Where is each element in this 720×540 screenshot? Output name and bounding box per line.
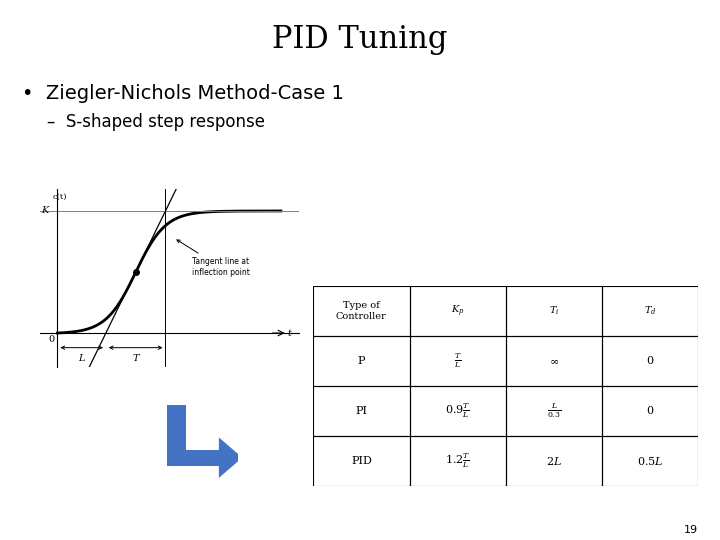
Text: PID: PID [351, 456, 372, 466]
Text: $\infty$: $\infty$ [549, 356, 559, 366]
Text: $T_i$: $T_i$ [549, 305, 559, 318]
Bar [313, 436, 410, 486]
Bar [505, 286, 602, 336]
Text: –  S-shaped step response: – S-shaped step response [47, 113, 265, 131]
Text: 0: 0 [647, 406, 654, 416]
Bar [410, 286, 505, 336]
Text: $0.5L$: $0.5L$ [637, 455, 663, 467]
Text: $1.2\frac{T}{L}$: $1.2\frac{T}{L}$ [445, 451, 470, 470]
Text: K: K [41, 206, 48, 215]
Text: 0: 0 [48, 335, 54, 345]
Bar [602, 436, 698, 486]
Text: $\frac{L}{0.3}$: $\frac{L}{0.3}$ [546, 402, 561, 421]
Bar [313, 386, 410, 436]
Text: $2L$: $2L$ [546, 455, 562, 467]
Bar [602, 286, 698, 336]
Bar [410, 386, 505, 436]
Polygon shape [167, 405, 186, 458]
Text: Tangent line at
inflection point: Tangent line at inflection point [177, 240, 249, 277]
Text: •  Ziegler-Nichols Method-Case 1: • Ziegler-Nichols Method-Case 1 [22, 84, 343, 103]
Text: c(t): c(t) [53, 193, 68, 201]
Bar [602, 336, 698, 386]
Text: Type of
Controller: Type of Controller [336, 301, 387, 321]
Text: $T_d$: $T_d$ [644, 305, 657, 318]
Text: t: t [288, 328, 292, 338]
Bar [313, 286, 410, 336]
Text: T: T [132, 354, 139, 363]
Bar [313, 336, 410, 386]
Bar [410, 336, 505, 386]
Text: P: P [358, 356, 365, 366]
Text: 0: 0 [647, 356, 654, 366]
Polygon shape [167, 449, 219, 465]
Text: PI: PI [356, 406, 367, 416]
Bar [505, 436, 602, 486]
Polygon shape [219, 437, 243, 478]
Text: 19: 19 [684, 524, 698, 535]
Text: $0.9\frac{T}{L}$: $0.9\frac{T}{L}$ [445, 402, 470, 421]
Text: PID Tuning: PID Tuning [272, 24, 448, 55]
Bar [410, 436, 505, 486]
Bar [505, 336, 602, 386]
Text: $K_p$: $K_p$ [451, 303, 464, 319]
Text: $\frac{T}{L}$: $\frac{T}{L}$ [454, 352, 462, 370]
Text: L: L [78, 354, 85, 363]
Bar [505, 386, 602, 436]
Bar [602, 386, 698, 436]
